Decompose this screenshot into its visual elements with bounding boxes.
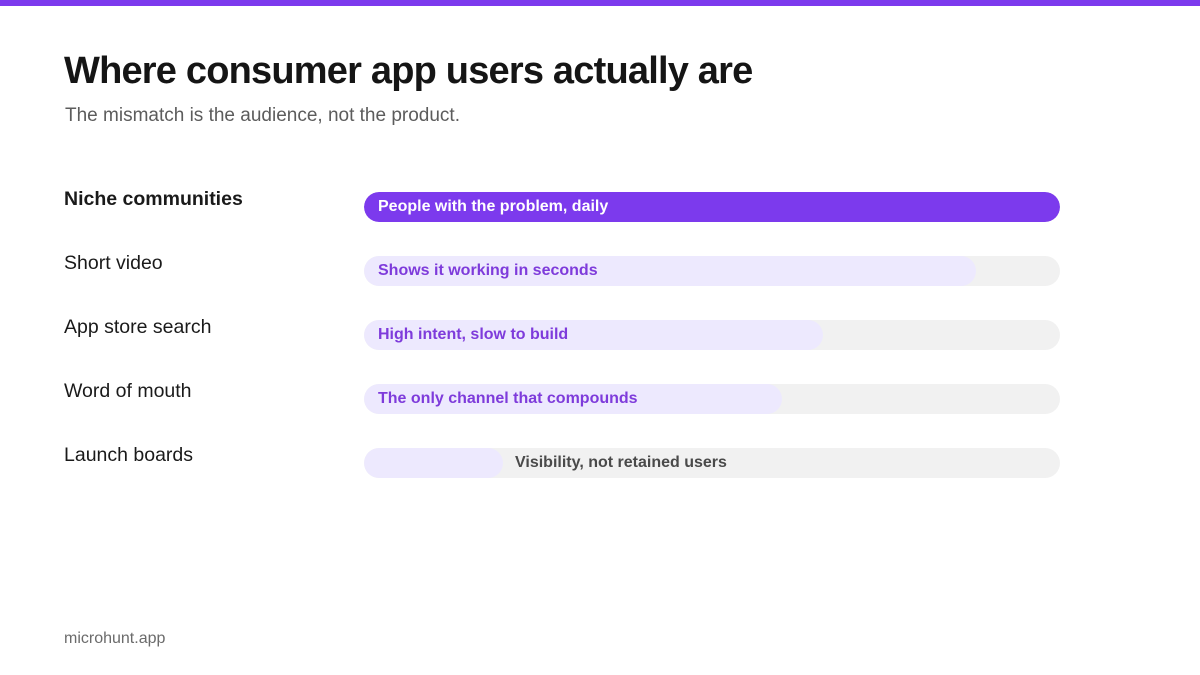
bar-annotation: Shows it working in seconds xyxy=(378,262,598,279)
bar-track: Shows it working in seconds xyxy=(364,256,1060,286)
category-label: Launch boards xyxy=(64,444,194,466)
chart-row: Launch boards Visibility, not retained us… xyxy=(0,444,1200,478)
bar-annotation: People with the problem, daily xyxy=(378,198,609,215)
bar-track: Visibility, not retained users xyxy=(364,448,1060,478)
bar xyxy=(364,320,823,350)
bar xyxy=(364,192,1060,222)
bar-track: High intent, slow to build xyxy=(364,320,1060,350)
bar xyxy=(364,448,503,478)
bar xyxy=(364,384,782,414)
chart-row: Niche communities People with the problem… xyxy=(0,188,1200,222)
chart-title: Where consumer app users actually are xyxy=(64,50,753,92)
chart-row: App store search High intent, slow to bui… xyxy=(0,316,1200,350)
bar-track: The only channel that compounds xyxy=(364,384,1060,414)
chart-row: Word of mouth The only channel that compo… xyxy=(0,380,1200,414)
bar-track: People with the problem, daily xyxy=(364,192,1060,222)
top-accent-bar xyxy=(0,0,1200,6)
category-label: Short video xyxy=(64,252,163,274)
chart-row: Short video Shows it working in seconds xyxy=(0,252,1200,286)
category-label: App store search xyxy=(64,316,212,338)
chart-subtitle: The mismatch is the audience, not the pr… xyxy=(65,105,460,126)
bar xyxy=(364,256,976,286)
bar-annotation: The only channel that compounds xyxy=(378,390,638,407)
category-label: Word of mouth xyxy=(64,380,192,402)
bar-annotation: Visibility, not retained users xyxy=(515,454,727,471)
category-label: Niche communities xyxy=(64,188,243,210)
footer-brand: microhunt.app xyxy=(64,630,166,647)
bar-annotation: High intent, slow to build xyxy=(378,326,569,343)
